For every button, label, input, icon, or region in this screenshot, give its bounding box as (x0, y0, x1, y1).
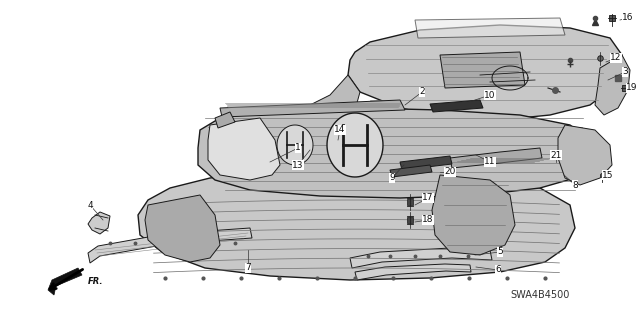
Polygon shape (208, 118, 280, 180)
Text: 11: 11 (484, 158, 496, 167)
Text: 13: 13 (292, 160, 304, 169)
Text: 19: 19 (627, 84, 637, 93)
Text: 7: 7 (245, 263, 251, 272)
Polygon shape (430, 100, 483, 112)
Polygon shape (220, 100, 405, 117)
Text: 14: 14 (334, 125, 346, 135)
Polygon shape (327, 113, 383, 177)
Polygon shape (215, 112, 235, 128)
Polygon shape (277, 125, 313, 165)
Polygon shape (390, 165, 432, 177)
Text: 16: 16 (622, 13, 634, 23)
Text: 10: 10 (484, 91, 496, 100)
Text: 21: 21 (550, 151, 562, 160)
Polygon shape (88, 228, 252, 263)
Polygon shape (558, 125, 612, 185)
Polygon shape (432, 175, 515, 255)
Text: 12: 12 (611, 54, 621, 63)
Text: 15: 15 (602, 170, 614, 180)
Text: 20: 20 (444, 167, 456, 176)
Polygon shape (348, 25, 622, 120)
Polygon shape (595, 55, 630, 115)
Text: 9: 9 (389, 174, 395, 182)
Polygon shape (198, 108, 590, 198)
Text: 6: 6 (495, 265, 501, 275)
Polygon shape (355, 264, 471, 280)
Text: 5: 5 (497, 248, 503, 256)
Polygon shape (440, 52, 525, 88)
Polygon shape (350, 248, 492, 268)
Text: FR.: FR. (88, 277, 104, 286)
Polygon shape (138, 165, 575, 280)
Polygon shape (145, 195, 220, 262)
Text: 4: 4 (87, 201, 93, 210)
Polygon shape (305, 75, 360, 130)
Polygon shape (88, 212, 110, 234)
Polygon shape (415, 18, 565, 38)
Text: 18: 18 (422, 216, 434, 225)
Text: 2: 2 (419, 87, 425, 97)
Text: 3: 3 (622, 68, 628, 77)
Polygon shape (400, 156, 452, 170)
Polygon shape (48, 268, 82, 295)
Text: 1: 1 (295, 144, 301, 152)
Text: 17: 17 (422, 194, 434, 203)
Polygon shape (450, 148, 542, 168)
Text: SWA4B4500: SWA4B4500 (510, 290, 570, 300)
Text: 8: 8 (572, 181, 578, 189)
